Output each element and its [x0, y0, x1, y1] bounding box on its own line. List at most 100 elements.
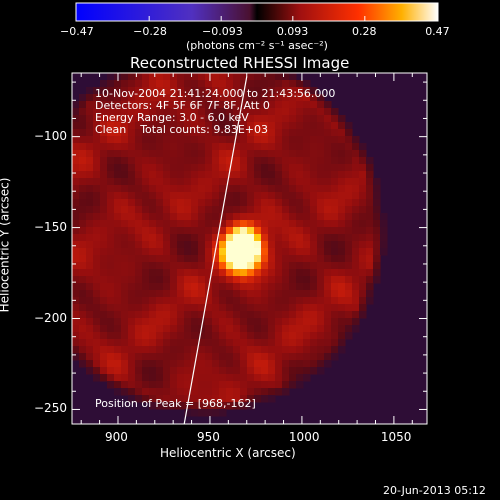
heatmap-cell: [107, 143, 115, 151]
heatmap-cell: [275, 290, 283, 298]
heatmap-cell: [142, 318, 150, 326]
heatmap-cell: [261, 227, 269, 235]
heatmap-cell: [373, 192, 381, 200]
heatmap-cell: [219, 360, 227, 368]
heatmap-cell: [359, 262, 367, 270]
heatmap-cell: [135, 73, 143, 81]
heatmap-cell: [226, 220, 234, 228]
heatmap-cell: [324, 206, 332, 214]
heatmap-cell: [296, 339, 304, 347]
heatmap-cell: [247, 276, 255, 284]
heatmap-cell: [72, 269, 80, 277]
heatmap-cell: [275, 150, 283, 158]
heatmap-cell: [205, 143, 213, 151]
heatmap-cell: [170, 185, 178, 193]
heatmap-cell: [310, 164, 318, 172]
heatmap-cell: [233, 171, 241, 179]
heatmap-cell: [247, 346, 255, 354]
heatmap-cell: [163, 150, 171, 158]
heatmap-cell: [72, 157, 80, 165]
heatmap-cell: [366, 206, 374, 214]
heatmap-cell: [359, 199, 367, 207]
heatmap-cell: [282, 276, 290, 284]
heatmap-cell: [163, 178, 171, 186]
heatmap-cell: [310, 255, 318, 263]
heatmap-cell: [338, 220, 346, 228]
heatmap-cell: [79, 346, 87, 354]
heatmap-cell: [72, 227, 80, 235]
heatmap-cell: [219, 283, 227, 291]
heatmap-cell: [345, 304, 353, 312]
heatmap-cell: [268, 206, 276, 214]
heatmap-cell: [156, 402, 164, 410]
heatmap-cell: [156, 73, 164, 81]
heatmap-cell: [275, 115, 283, 123]
heatmap-cell: [268, 388, 276, 396]
heatmap-cell: [317, 241, 325, 249]
heatmap-cell: [212, 115, 220, 123]
heatmap-cell: [275, 171, 283, 179]
heatmap-cell: [275, 360, 283, 368]
heatmap-cell: [338, 199, 346, 207]
heatmap-cell: [128, 101, 136, 109]
heatmap-cell: [107, 178, 115, 186]
heatmap-cell: [79, 136, 87, 144]
heatmap-cell: [170, 339, 178, 347]
heatmap-cell: [331, 192, 339, 200]
heatmap-cell: [135, 220, 143, 228]
heatmap-cell: [254, 234, 262, 242]
heatmap-cell: [163, 388, 171, 396]
heatmap-cell: [219, 374, 227, 382]
heatmap-cell: [72, 248, 80, 256]
heatmap-cell: [121, 178, 129, 186]
heatmap-cell: [268, 318, 276, 326]
heatmap-cell: [345, 332, 353, 340]
heatmap-cell: [191, 185, 199, 193]
colorbar-ticks: [75, 16, 439, 21]
heatmap-cell: [219, 220, 227, 228]
heatmap-cell: [170, 402, 178, 410]
heatmap-cell: [135, 192, 143, 200]
heatmap-cell: [191, 346, 199, 354]
heatmap-cell: [107, 206, 115, 214]
heatmap-cell: [352, 164, 360, 172]
heatmap-cell: [247, 388, 255, 396]
heatmap-cell: [345, 269, 353, 277]
heatmap-cell: [226, 241, 234, 249]
heatmap-cell: [163, 318, 171, 326]
heatmap-cell: [198, 311, 206, 319]
heatmap-cell: [366, 283, 374, 291]
heatmap-cell: [310, 199, 318, 207]
heatmap-cell: [86, 311, 94, 319]
heatmap-cell: [156, 255, 164, 263]
heatmap-cell: [107, 332, 115, 340]
heatmap-cell: [128, 80, 136, 88]
heatmap-cell: [352, 157, 360, 165]
heatmap-cell: [212, 374, 220, 382]
heatmap-cell: [303, 115, 311, 123]
heatmap-cell: [156, 297, 164, 305]
heatmap-cell: [296, 290, 304, 298]
heatmap-cell: [268, 290, 276, 298]
heatmap-cell: [212, 122, 220, 130]
heatmap-cell: [226, 157, 234, 165]
heatmap-cell: [177, 262, 185, 270]
heatmap-cell: [352, 143, 360, 151]
heatmap-cell: [212, 213, 220, 221]
heatmap-cell: [240, 290, 248, 298]
heatmap-cell: [107, 381, 115, 389]
heatmap-cell: [275, 346, 283, 354]
heatmap-cell: [303, 276, 311, 284]
heatmap-cell: [184, 136, 192, 144]
heatmap-cell: [247, 402, 255, 410]
heatmap-cell: [128, 108, 136, 116]
heatmap-cell: [282, 297, 290, 305]
heatmap-cell: [79, 353, 87, 361]
heatmap-cell: [128, 325, 136, 333]
heatmap-cell: [359, 276, 367, 284]
heatmap-cell: [254, 311, 262, 319]
heatmap-cell: [149, 360, 157, 368]
heatmap-cell: [107, 248, 115, 256]
heatmap-cell: [289, 164, 297, 172]
heatmap-cell: [156, 339, 164, 347]
